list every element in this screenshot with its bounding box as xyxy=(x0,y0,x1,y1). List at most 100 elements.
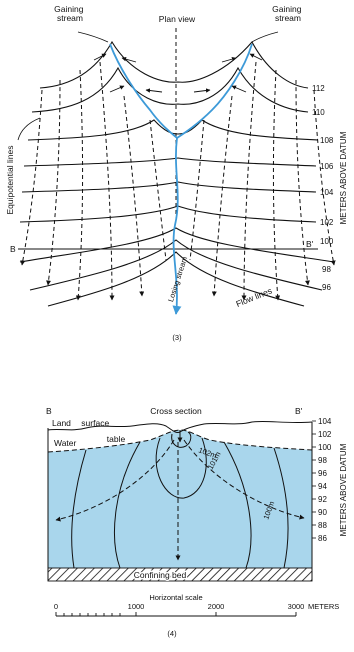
gaining-stream-left-label: Gaining stream xyxy=(54,4,86,23)
axis-tick-90: 90 xyxy=(318,508,327,517)
section-flow-line xyxy=(183,439,305,520)
land-surface-label: Land surface xyxy=(52,418,109,428)
axis-tick-100: 100 xyxy=(318,443,332,452)
scale-tick-1000: 1000 xyxy=(128,602,145,611)
land-surface-label-line1: Land xyxy=(52,418,71,428)
axis-tick-96: 96 xyxy=(318,469,327,478)
gaining-stream-left xyxy=(109,43,178,139)
plan-section-b-prime: B' xyxy=(306,239,314,249)
axis-tick-92: 92 xyxy=(318,495,327,504)
cross-section: Cross section B B' Confining bed xyxy=(46,406,348,638)
section-panel-number: (4) xyxy=(167,629,177,638)
cross-section-title: Cross section xyxy=(150,406,202,416)
section-axis-tickmarks xyxy=(312,420,316,539)
equipotential-100 xyxy=(19,227,335,263)
gaining-stream-right-line1: Gaining xyxy=(272,4,302,14)
section-equipotential-101m xyxy=(155,437,207,499)
axis-tick-98: 98 xyxy=(318,456,327,465)
scale-tick-2000: 2000 xyxy=(208,602,225,611)
gaining-right-leader xyxy=(251,31,279,43)
section-endpoint-b: B xyxy=(46,406,52,416)
section-equipotential-100m xyxy=(114,441,141,569)
inflow-arrow xyxy=(221,56,237,63)
inflow-arrow xyxy=(231,85,247,93)
scale-unit: METERS xyxy=(308,602,339,611)
plan-axis-label: METERS ABOVE DATUM xyxy=(339,131,348,224)
flow-line xyxy=(189,119,205,261)
contour-label-110: 110 xyxy=(312,108,325,117)
equipotential-104 xyxy=(21,181,317,193)
water-table-label-line2: table xyxy=(107,434,126,444)
stream-network xyxy=(109,43,253,315)
scale-tick-0: 0 xyxy=(54,602,58,611)
plan-contour-labels: 112 110 108 106 104 102 100 98 96 xyxy=(312,84,334,292)
gaining-stream-left-line2: stream xyxy=(57,13,83,23)
scale-title: Horizontal scale xyxy=(149,593,202,602)
axis-tick-104: 104 xyxy=(318,417,332,426)
contour-label-112: 112 xyxy=(312,84,325,93)
water-table-label-line1: Water xyxy=(54,438,77,448)
plan-view-title: Plan view xyxy=(159,14,196,24)
equipotential-leader xyxy=(17,117,41,141)
contour-label-96: 96 xyxy=(322,283,331,292)
equipotential-106 xyxy=(23,157,317,167)
inflow-arrow xyxy=(249,53,263,61)
flow-line xyxy=(123,95,145,297)
section-flow-line xyxy=(55,439,175,522)
flow-lines-label: Flow lines xyxy=(234,286,273,309)
contour-label-104: 104 xyxy=(320,188,334,197)
gaining-left-leader xyxy=(77,31,109,43)
contour-label-106: 106 xyxy=(320,162,334,171)
equipotential-96 xyxy=(47,251,305,307)
flow-line xyxy=(99,61,115,301)
gaining-stream-right-label: Gaining stream xyxy=(272,4,304,23)
section-equipotential-left xyxy=(71,449,87,569)
equipotential-112 xyxy=(39,40,309,89)
plan-view: Plan view Gaining stream Gaining stream xyxy=(5,4,348,342)
equipotential-102 xyxy=(19,205,317,223)
losing-stream xyxy=(172,137,182,315)
contour-label-98: 98 xyxy=(322,265,331,274)
equipotential-110 xyxy=(31,66,309,113)
axis-tick-88: 88 xyxy=(318,521,327,530)
section-axis-label: METERS ABOVE DATUM xyxy=(339,443,348,536)
scale-tick-3000: 3000 xyxy=(288,602,305,611)
flow-line xyxy=(313,89,336,266)
inflow-arrow xyxy=(145,88,163,93)
flow-line xyxy=(149,119,167,261)
contour-label-102: 102 xyxy=(320,218,334,227)
section-axis-ticks: 104 102 100 98 96 94 92 90 88 86 xyxy=(318,417,332,543)
flow-line xyxy=(75,69,84,301)
plan-panel-number: (3) xyxy=(172,333,182,342)
gaining-inflow-arrows xyxy=(93,53,263,93)
groundwater-zone xyxy=(48,430,312,568)
scale-bar xyxy=(55,612,297,617)
equipotential-98 xyxy=(29,239,323,291)
axis-tick-94: 94 xyxy=(318,482,327,491)
section-equipotential-lines xyxy=(71,431,289,569)
flow-line xyxy=(46,79,61,286)
inflow-arrow xyxy=(121,56,137,63)
section-endpoint-b-prime: B' xyxy=(295,406,303,416)
land-surface-label-line2: surface xyxy=(81,418,109,428)
contour-label-100: 100 xyxy=(320,237,334,246)
flow-line xyxy=(211,95,233,297)
equipotential-108 xyxy=(27,119,319,141)
gaining-stream-left-line1: Gaining xyxy=(54,4,84,14)
contour-label-108: 108 xyxy=(320,136,334,145)
flow-line xyxy=(295,79,310,286)
flow-line xyxy=(241,61,257,301)
section-equipotential-right xyxy=(273,447,289,569)
section-flow-lines xyxy=(55,439,305,561)
water-table-label: Water table xyxy=(54,434,125,448)
section-equipotential-100m-right xyxy=(223,441,252,569)
equipotential-label: Equipotential lines xyxy=(5,146,15,215)
axis-tick-86: 86 xyxy=(318,534,327,543)
gaining-stream-right xyxy=(176,43,253,139)
flow-line xyxy=(20,89,43,266)
inflow-arrow xyxy=(109,85,125,93)
axis-tick-102: 102 xyxy=(318,430,332,439)
confining-bed-label: Confining bed xyxy=(134,570,187,580)
inflow-arrow xyxy=(93,53,107,61)
